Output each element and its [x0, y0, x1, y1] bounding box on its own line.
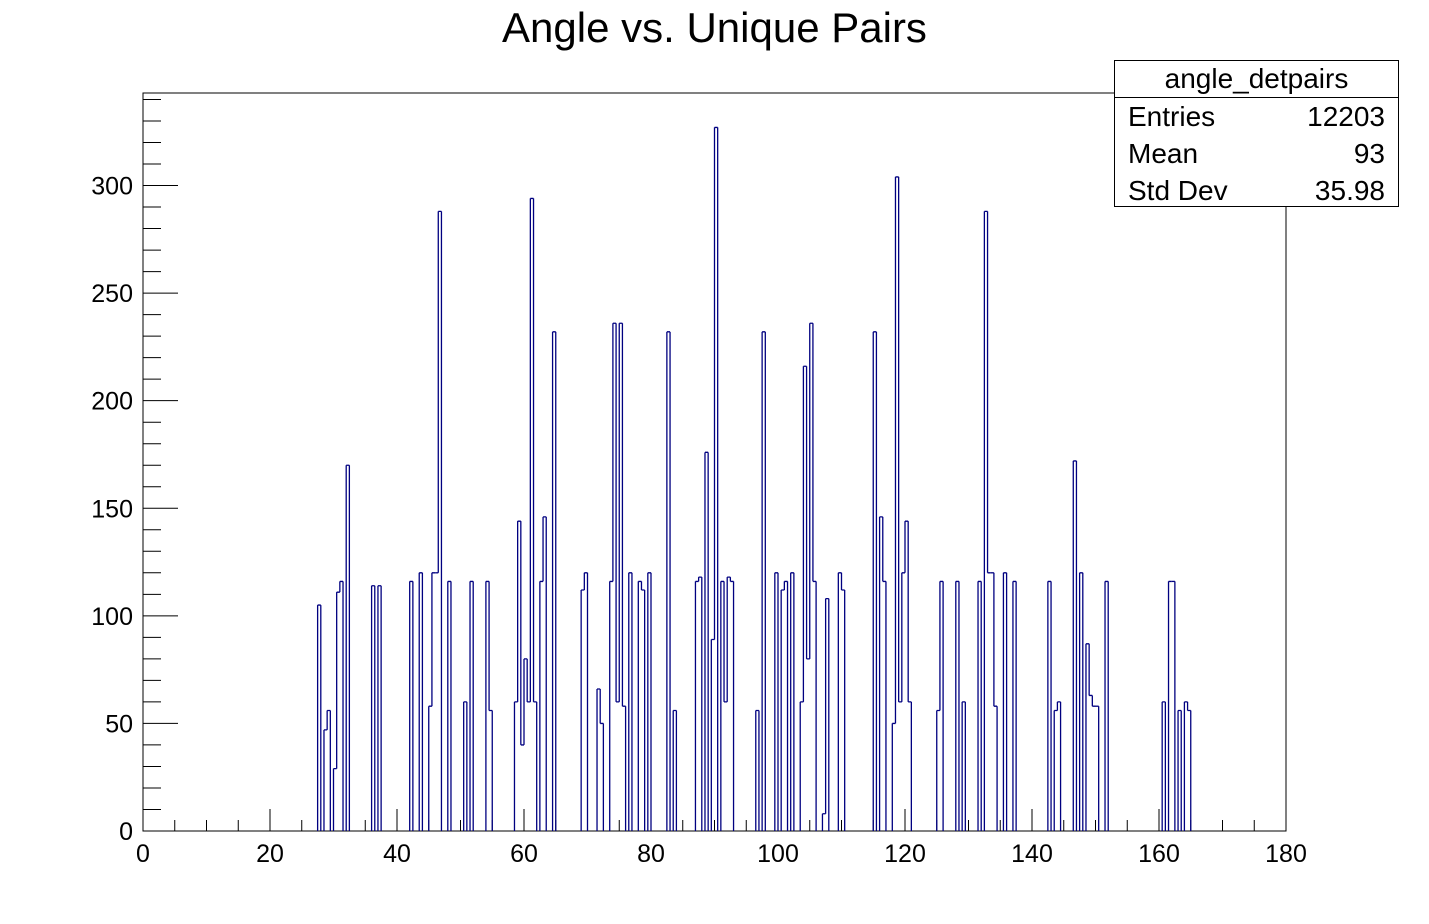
histogram-bin [621, 323, 626, 707]
x-tick-label: 140 [1011, 840, 1053, 868]
histogram-bin [377, 585, 382, 831]
histogram-bin [1088, 643, 1093, 697]
y-tick-label: 150 [91, 495, 133, 523]
histogram-bin [1167, 580, 1172, 831]
x-axis: 0 20 40 60 80 100 120 140 160 180 [136, 809, 1307, 868]
histogram-bin [694, 580, 699, 831]
histogram-bin [799, 701, 804, 831]
x-tick-label: 180 [1265, 840, 1307, 868]
histogram-bin [326, 709, 331, 730]
histogram-bin [336, 591, 340, 769]
stats-box: angle_detpairs Entries 12203 Mean 93 Std… [1114, 60, 1399, 207]
histogram-bin [539, 580, 544, 831]
stats-stddev-row: Std Dev 35.98 [1115, 172, 1398, 209]
histogram-bin [1072, 460, 1077, 831]
histogram-bin [488, 581, 493, 712]
histogram-bin [983, 210, 988, 831]
histogram-bin [599, 688, 604, 725]
histogram-bin [370, 585, 375, 831]
x-tick-label: 100 [757, 840, 799, 868]
histogram-bin [1183, 701, 1188, 831]
y-tick-label: 200 [91, 388, 133, 416]
histogram-bin [1186, 701, 1191, 712]
y-tick-label: 0 [119, 818, 133, 846]
histogram-bin [520, 521, 524, 746]
stats-entries-label: Entries [1128, 101, 1216, 132]
histogram-bin [323, 729, 328, 831]
histogram-bin [580, 589, 585, 831]
histogram-bin [901, 572, 905, 702]
histogram-bin [993, 572, 998, 707]
y-tick-label: 300 [91, 173, 133, 201]
histogram-bin [1053, 709, 1058, 831]
histogram-bin [710, 638, 715, 831]
histogram-bin [609, 580, 613, 831]
histogram-bin [726, 576, 731, 702]
histogram-bin [907, 521, 912, 703]
stats-mean-row: Mean 93 [1115, 135, 1398, 172]
stats-entries-row: Entries 12203 [1115, 98, 1398, 135]
stats-histogram-name: angle_detpairs [1115, 61, 1398, 98]
stats-entries-value: 12203 [1307, 101, 1385, 132]
y-axis: 0 50 100 150 200 250 300 [91, 98, 178, 846]
y-tick-label: 50 [105, 710, 133, 738]
x-tick-label: 40 [383, 840, 411, 868]
histogram-bin [615, 323, 620, 703]
histogram-bin [891, 722, 896, 831]
histogram-bin [1177, 709, 1182, 831]
histogram-bin [986, 211, 991, 574]
histogram-bin [837, 572, 842, 831]
histogram-bin [428, 705, 432, 831]
stats-mean-label: Mean [1128, 138, 1199, 169]
histogram-bin [821, 813, 826, 831]
histogram-bin [729, 577, 734, 583]
histogram-bin [637, 580, 642, 831]
y-tick-label: 100 [91, 603, 133, 631]
x-tick-label: 20 [256, 840, 284, 868]
histogram-bin [1085, 643, 1090, 831]
y-tick-label: 250 [91, 280, 133, 308]
chart-title: Angle vs. Unique Pairs [502, 4, 927, 51]
histogram-bin [936, 709, 940, 831]
histogram-bin [437, 210, 442, 573]
histogram-bins [316, 126, 1192, 831]
histogram-bin [672, 709, 677, 831]
histogram-bin [723, 581, 728, 703]
histogram-bin [904, 520, 909, 573]
histogram-bin [898, 176, 902, 703]
x-tick-label: 160 [1138, 840, 1180, 868]
histogram-bin [517, 520, 521, 702]
x-tick-label: 60 [510, 840, 538, 868]
histogram-bin [780, 589, 785, 831]
histogram-bin [332, 767, 337, 831]
histogram-bin [840, 572, 845, 591]
x-tick-label: 0 [136, 840, 150, 868]
histogram-bin [1091, 695, 1096, 707]
histogram-bin [805, 366, 810, 660]
histogram-bin [526, 658, 531, 703]
histogram-bin [755, 709, 759, 831]
histogram-bin [596, 688, 601, 831]
histogram-bin [882, 516, 886, 583]
histogram-bin [513, 701, 518, 831]
stats-mean-value: 93 [1353, 138, 1385, 169]
histogram-bin [812, 323, 817, 583]
x-tick-label: 120 [884, 840, 926, 868]
stats-stddev-label: Std Dev [1128, 175, 1228, 206]
histogram-bin [431, 572, 436, 707]
histogram-bin [640, 581, 645, 591]
histogram-bin [532, 198, 537, 703]
x-tick-label: 80 [637, 840, 665, 868]
stats-stddev-value: 35.98 [1314, 175, 1385, 206]
histogram-bin [345, 464, 350, 831]
